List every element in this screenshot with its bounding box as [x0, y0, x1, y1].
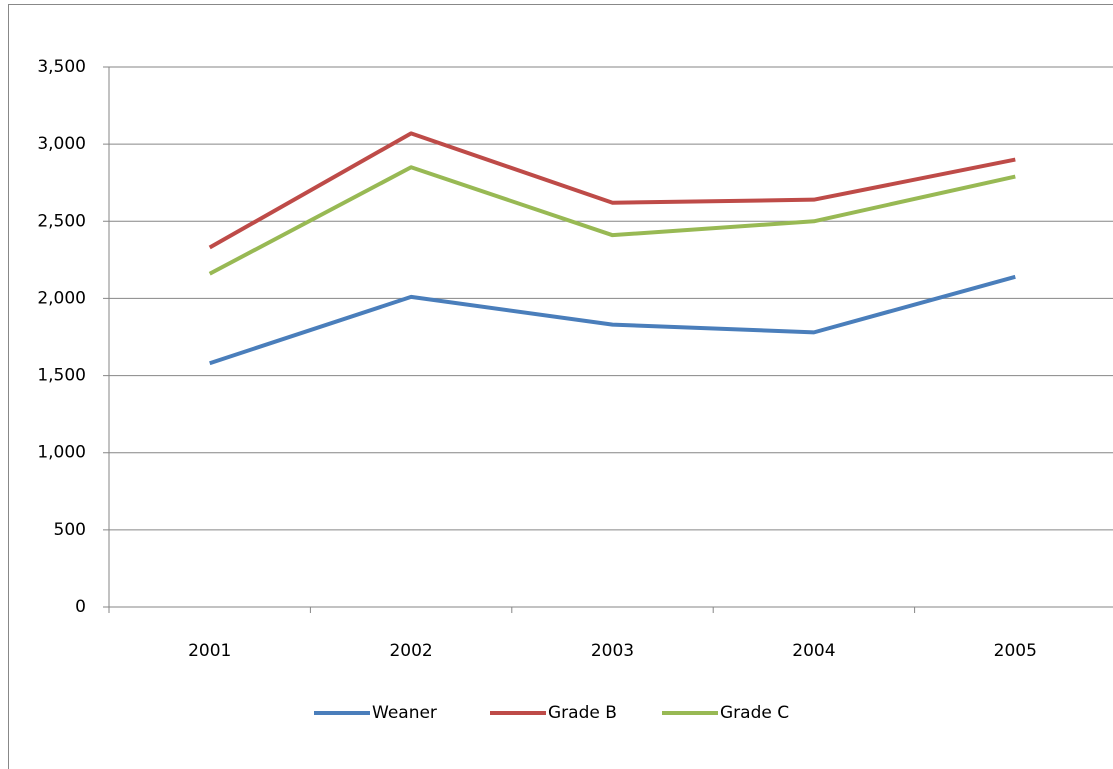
y-tick-label: 1,500 — [37, 366, 86, 386]
y-tick-label: 0 — [75, 597, 86, 617]
y-tick-label: 1,000 — [37, 443, 86, 463]
chart-frame — [8, 4, 1113, 769]
x-tick-label: 2001 — [188, 641, 231, 661]
x-tick-label: 2005 — [994, 641, 1037, 661]
y-tick-label: 3,500 — [37, 57, 86, 77]
x-tick-label: 2002 — [389, 641, 432, 661]
y-tick-label: 2,500 — [37, 211, 86, 231]
series-line — [209, 274, 1016, 366]
y-tick-label: 3,000 — [37, 134, 86, 154]
x-tick-label: 2004 — [792, 641, 835, 661]
legend-label: Weaner — [372, 703, 437, 723]
y-tick-label: 500 — [54, 520, 86, 540]
legend-label: Grade C — [720, 703, 789, 723]
y-tick-label: 2,000 — [37, 288, 86, 308]
series-line — [208, 165, 1016, 276]
x-tick-label: 2003 — [591, 641, 634, 661]
legend-label: Grade B — [548, 703, 617, 723]
series-line — [208, 131, 1016, 250]
